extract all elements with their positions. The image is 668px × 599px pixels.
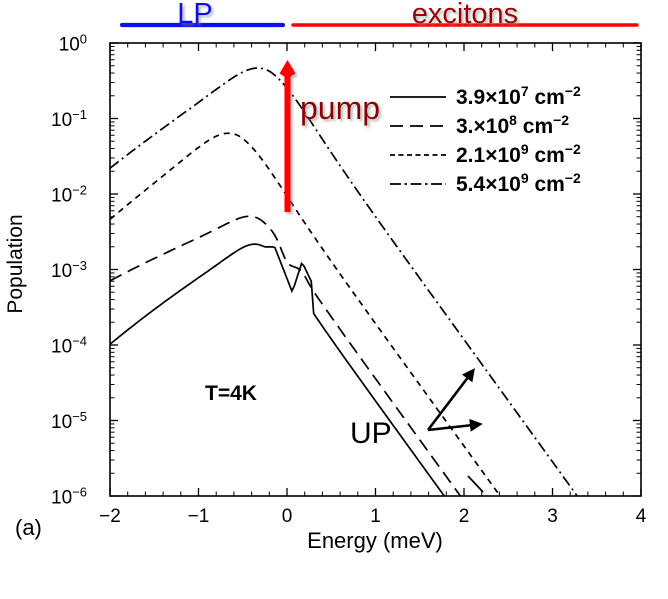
svg-text:−2: −2 (99, 506, 121, 527)
svg-text:3: 3 (547, 506, 558, 527)
svg-text:0: 0 (282, 506, 293, 527)
svg-text:UP: UP (350, 417, 392, 450)
svg-text:LP: LP (177, 0, 212, 30)
svg-text:3.9×107 cm−2: 3.9×107 cm−2 (456, 83, 581, 109)
svg-text:Population: Population (4, 214, 27, 313)
svg-text:1: 1 (370, 506, 381, 527)
svg-text:pump: pump (300, 90, 380, 126)
svg-text:Energy (meV): Energy (meV) (307, 528, 443, 553)
svg-text:(a): (a) (15, 515, 42, 540)
svg-text:2.1×109 cm−2: 2.1×109 cm−2 (456, 141, 581, 167)
svg-text:T=4K: T=4K (205, 382, 257, 405)
svg-text:5.4×109 cm−2: 5.4×109 cm−2 (456, 170, 581, 196)
svg-text:4: 4 (636, 506, 647, 527)
svg-text:excitons: excitons (412, 0, 518, 30)
svg-text:2: 2 (459, 506, 470, 527)
svg-text:−1: −1 (188, 506, 210, 527)
